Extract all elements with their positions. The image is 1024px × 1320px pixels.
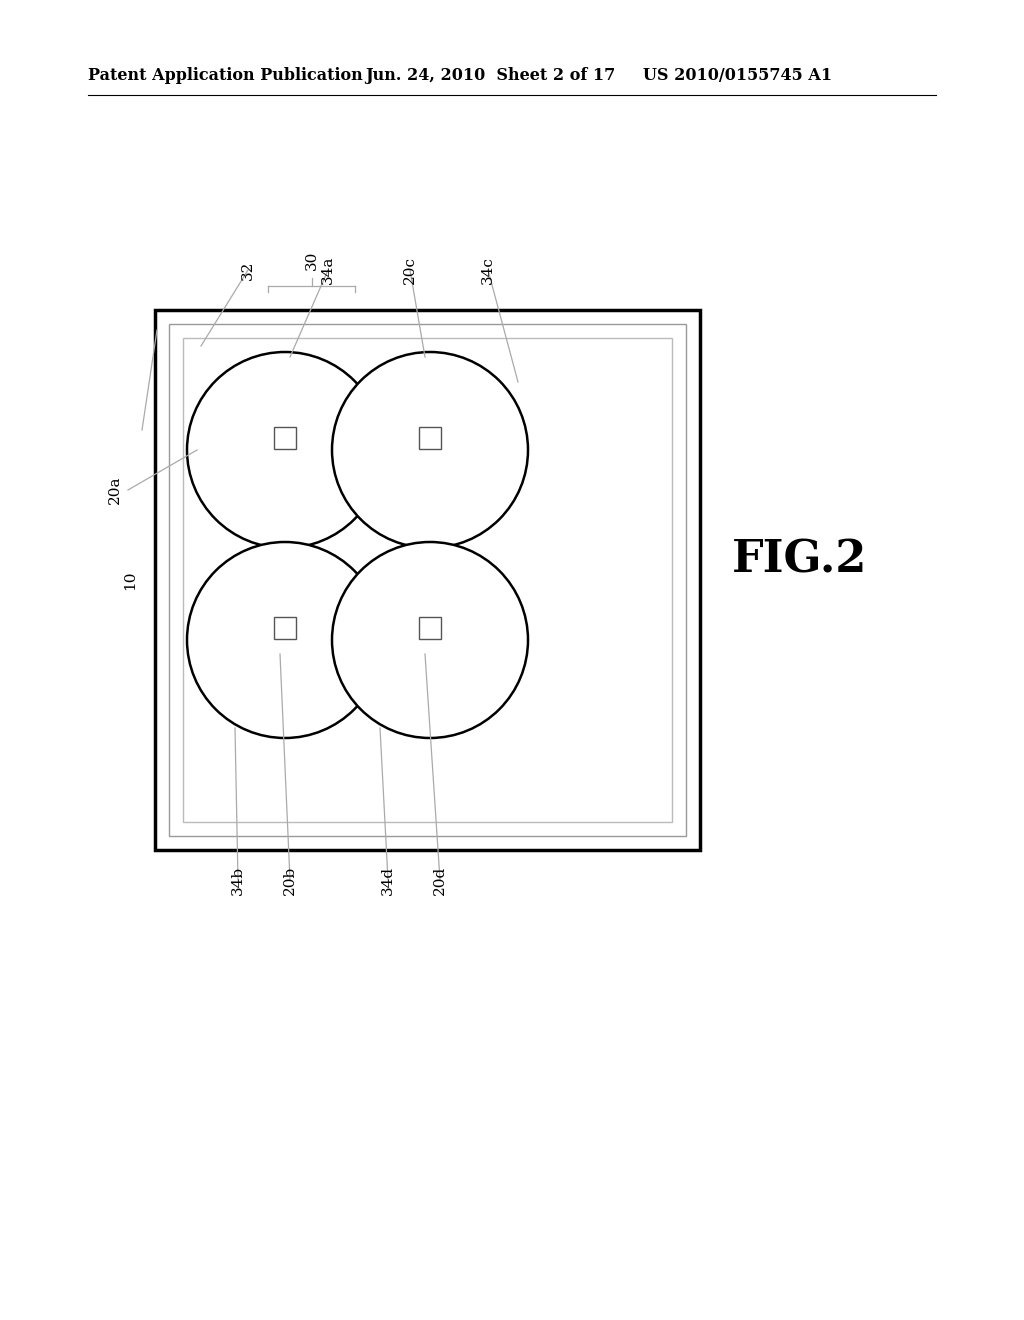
Text: 20c: 20c bbox=[403, 256, 417, 284]
Text: 34d: 34d bbox=[381, 866, 395, 895]
Text: FIG.2: FIG.2 bbox=[732, 539, 867, 582]
Text: 34c: 34c bbox=[481, 256, 495, 284]
Text: 10: 10 bbox=[123, 570, 137, 590]
Text: 20a: 20a bbox=[108, 475, 122, 504]
Text: 34b: 34b bbox=[231, 866, 245, 895]
Bar bbox=[274, 616, 296, 639]
Text: 20d: 20d bbox=[433, 866, 447, 895]
Bar bbox=[169, 323, 686, 836]
Bar bbox=[419, 426, 441, 449]
Circle shape bbox=[332, 352, 528, 548]
Text: US 2010/0155745 A1: US 2010/0155745 A1 bbox=[643, 66, 833, 83]
Text: 34a: 34a bbox=[321, 256, 335, 284]
Bar bbox=[183, 338, 672, 822]
Circle shape bbox=[187, 543, 383, 738]
Circle shape bbox=[332, 543, 528, 738]
Text: 30: 30 bbox=[304, 251, 318, 271]
Circle shape bbox=[187, 352, 383, 548]
Text: Jun. 24, 2010  Sheet 2 of 17: Jun. 24, 2010 Sheet 2 of 17 bbox=[365, 66, 615, 83]
Text: Patent Application Publication: Patent Application Publication bbox=[88, 66, 362, 83]
Bar bbox=[419, 616, 441, 639]
Text: 20b: 20b bbox=[283, 866, 297, 895]
Bar bbox=[155, 310, 700, 850]
Text: 32: 32 bbox=[241, 260, 255, 280]
Bar bbox=[274, 426, 296, 449]
